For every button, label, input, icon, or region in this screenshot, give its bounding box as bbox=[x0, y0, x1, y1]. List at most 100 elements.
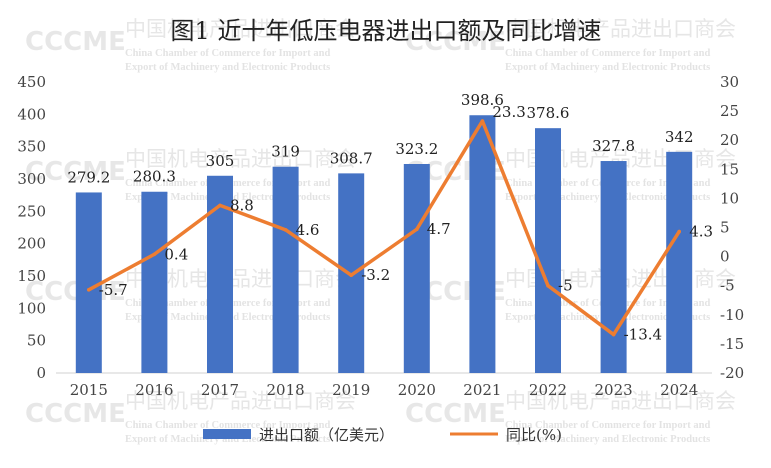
line-point bbox=[218, 203, 222, 208]
bar-series bbox=[75, 115, 693, 373]
line-point bbox=[283, 228, 288, 232]
bar bbox=[141, 191, 168, 373]
watermark-text-cn: 中国机电产品进出口商会 bbox=[125, 17, 356, 41]
watermark-text-en: China Chamber of Commerce for Import and bbox=[125, 420, 330, 431]
bar-value-label: 327.8 bbox=[592, 137, 635, 155]
line-value-label: 4.7 bbox=[427, 220, 451, 238]
legend-bar-swatch bbox=[203, 429, 251, 439]
line-point bbox=[611, 332, 616, 337]
line-value-label: -3.2 bbox=[361, 266, 390, 284]
x-tick-label: 2020 bbox=[398, 381, 436, 399]
legend-bar-label: 进出口额（亿美元） bbox=[259, 426, 394, 444]
watermark-text-en: Export of Machinery and Electronic Produ… bbox=[125, 62, 330, 73]
y-right-tick-label: 15 bbox=[720, 160, 739, 178]
watermark-text-cn: 中国机电产品进出口商会 bbox=[125, 389, 356, 413]
y-right-tick-label: -15 bbox=[720, 335, 744, 353]
line-point bbox=[546, 283, 550, 288]
x-tick-label: 2017 bbox=[201, 381, 239, 399]
bar-value-label: 280.3 bbox=[133, 168, 176, 186]
y-left-tick-label: 400 bbox=[17, 105, 46, 123]
y-right-tick-label: 10 bbox=[720, 189, 739, 207]
y-right-tick-label: -10 bbox=[720, 306, 744, 324]
y-right-tick-label: 25 bbox=[720, 102, 739, 120]
bar-value-label: 342 bbox=[665, 128, 694, 146]
watermark-logo: CCCME bbox=[405, 27, 506, 57]
line-point bbox=[415, 227, 419, 232]
watermark-text-en: Export of Machinery and Electronic Produ… bbox=[505, 62, 710, 73]
y-left-tick-label: 450 bbox=[17, 73, 46, 91]
y-left-tick-label: 250 bbox=[17, 202, 46, 220]
x-tick-label: 2015 bbox=[70, 381, 108, 399]
watermark-logo: CCCME bbox=[405, 399, 506, 429]
legend-line-label: 同比(%) bbox=[506, 426, 562, 444]
line-point bbox=[152, 252, 157, 257]
watermark-text-cn: 中国机电产品进出口商会 bbox=[505, 389, 736, 413]
bar bbox=[666, 151, 693, 373]
bar-value-label: 398.6 bbox=[461, 91, 504, 109]
y-right-tick-label: 20 bbox=[720, 131, 739, 149]
y-right-tick-label: 0 bbox=[720, 248, 730, 266]
watermark-text-cn: 中国机电产品进出口商会 bbox=[505, 17, 736, 41]
line-point bbox=[480, 119, 485, 123]
line-point bbox=[87, 287, 91, 292]
x-tick-label: 2016 bbox=[135, 381, 173, 399]
line-value-label: 4.6 bbox=[296, 221, 320, 239]
bar bbox=[535, 128, 561, 373]
y-left-tick-label: 350 bbox=[17, 138, 46, 156]
x-tick-label: 2021 bbox=[463, 381, 501, 399]
y-left-tick-label: 150 bbox=[17, 267, 46, 285]
bar-value-label: 308.7 bbox=[330, 149, 373, 167]
bar bbox=[272, 166, 299, 373]
bar bbox=[403, 163, 430, 373]
y-right-tick-label: -20 bbox=[720, 364, 744, 382]
chart-title: 图1 近十年低压电器进出口额及同比增速 bbox=[171, 17, 602, 45]
data-labels: 279.2 280.3 305 319 308.7 323.2 398.6 378.6 327.… bbox=[67, 91, 713, 343]
line-value-label: 23.3 bbox=[492, 103, 525, 121]
y-left-tick-label: 100 bbox=[17, 299, 46, 317]
y-right-tick-label: -5 bbox=[720, 277, 735, 295]
line-value-label: 4.3 bbox=[689, 223, 713, 241]
watermark-logo: CCCME bbox=[25, 157, 126, 187]
bar bbox=[75, 192, 102, 373]
watermark-text-en: China Chamber of Commerce for Import and bbox=[505, 420, 710, 431]
bar-value-label: 323.2 bbox=[395, 140, 438, 158]
y-left-tick-label: 50 bbox=[27, 332, 46, 350]
bar bbox=[600, 161, 627, 373]
y-right-tick-label: 5 bbox=[720, 219, 730, 237]
bar-value-label: 378.6 bbox=[527, 104, 570, 122]
x-tick-label: 2024 bbox=[660, 381, 698, 399]
watermark-text-en: Export of Machinery and Electronic Produ… bbox=[125, 434, 330, 445]
yoy-line bbox=[87, 119, 681, 337]
x-tick-label: 2018 bbox=[267, 381, 305, 399]
watermark-text-cn: 中国机电产品进出口商会 bbox=[125, 147, 356, 171]
watermark-logo: CCCME bbox=[25, 277, 126, 307]
line-point bbox=[349, 273, 354, 278]
watermark-text-en: China Chamber of Commerce for Import and bbox=[505, 48, 710, 59]
x-tick-label: 2019 bbox=[332, 381, 370, 399]
bar-value-label: 279.2 bbox=[67, 168, 110, 186]
legend: 进出口额（亿美元） 同比(%) bbox=[203, 426, 562, 444]
y-right-tick-label: 30 bbox=[720, 73, 739, 91]
bar-value-label: 305 bbox=[206, 152, 235, 170]
line-value-label: 8.8 bbox=[230, 196, 254, 214]
line-series bbox=[87, 119, 681, 337]
line-value-label: -13.4 bbox=[624, 326, 662, 344]
line-value-label: -5.7 bbox=[99, 281, 128, 299]
watermark-text-en: Export of Machinery and Electronic Produ… bbox=[505, 434, 710, 445]
axes: 0 50 100 150 200 250 300 350 400 450 -20 -15 -10 -5 0 5… bbox=[17, 73, 744, 399]
line-value-label: 0.4 bbox=[164, 245, 188, 263]
line-value-label: -5 bbox=[558, 277, 573, 295]
x-tick-label: 2022 bbox=[529, 381, 567, 399]
y-left-tick-label: 300 bbox=[17, 170, 46, 188]
line-point bbox=[677, 229, 681, 234]
y-left-tick-label: 200 bbox=[17, 235, 46, 253]
y-left-tick-label: 0 bbox=[36, 364, 46, 382]
watermark-logo: CCCME bbox=[25, 27, 126, 57]
bar bbox=[469, 115, 496, 373]
watermark-text-en: China Chamber of Commerce for Import and bbox=[125, 48, 330, 59]
x-tick-label: 2023 bbox=[595, 381, 633, 399]
bar-value-label: 319 bbox=[271, 143, 300, 161]
watermark-logo: CCCME bbox=[25, 399, 126, 429]
